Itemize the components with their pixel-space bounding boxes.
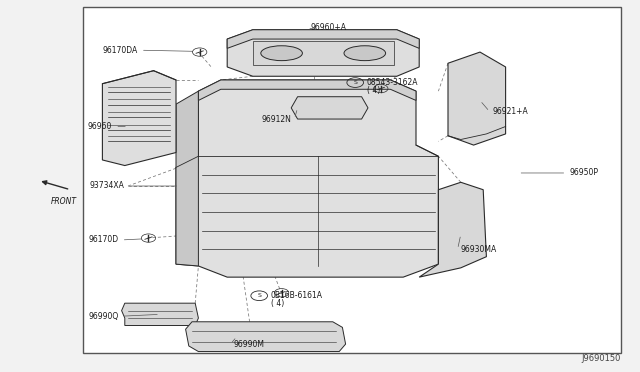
Text: 96990Q: 96990Q bbox=[88, 312, 118, 321]
Text: 96921+A: 96921+A bbox=[493, 107, 529, 116]
Text: 96930MA: 96930MA bbox=[461, 245, 497, 254]
Polygon shape bbox=[227, 30, 419, 48]
Text: 96170DA: 96170DA bbox=[102, 46, 138, 55]
Polygon shape bbox=[102, 71, 176, 166]
Polygon shape bbox=[419, 182, 486, 277]
Ellipse shape bbox=[261, 46, 303, 61]
Text: S: S bbox=[257, 293, 261, 298]
Text: ( 4): ( 4) bbox=[367, 86, 380, 95]
Text: 96170D: 96170D bbox=[88, 235, 118, 244]
Ellipse shape bbox=[344, 46, 385, 61]
Polygon shape bbox=[291, 97, 368, 119]
Polygon shape bbox=[176, 80, 438, 277]
Polygon shape bbox=[176, 91, 198, 266]
Text: 08543-3162A: 08543-3162A bbox=[367, 78, 418, 87]
Text: FRONT: FRONT bbox=[51, 197, 77, 206]
Text: 96960: 96960 bbox=[88, 122, 112, 131]
Text: 96960+A: 96960+A bbox=[310, 23, 346, 32]
Polygon shape bbox=[122, 303, 198, 326]
Text: J9690150: J9690150 bbox=[581, 354, 621, 363]
Polygon shape bbox=[198, 80, 416, 100]
Text: ( 4): ( 4) bbox=[271, 299, 284, 308]
Polygon shape bbox=[227, 30, 419, 76]
Text: 96950P: 96950P bbox=[570, 169, 598, 177]
Text: 96912N: 96912N bbox=[261, 115, 291, 124]
Text: S: S bbox=[353, 80, 357, 85]
Text: 0B16B-6161A: 0B16B-6161A bbox=[271, 291, 323, 300]
Text: 96990M: 96990M bbox=[234, 340, 264, 349]
Polygon shape bbox=[253, 41, 394, 65]
Polygon shape bbox=[448, 52, 506, 145]
Polygon shape bbox=[186, 322, 346, 352]
Text: 93734XA: 93734XA bbox=[90, 182, 125, 190]
Bar bbox=[83, 7, 621, 353]
